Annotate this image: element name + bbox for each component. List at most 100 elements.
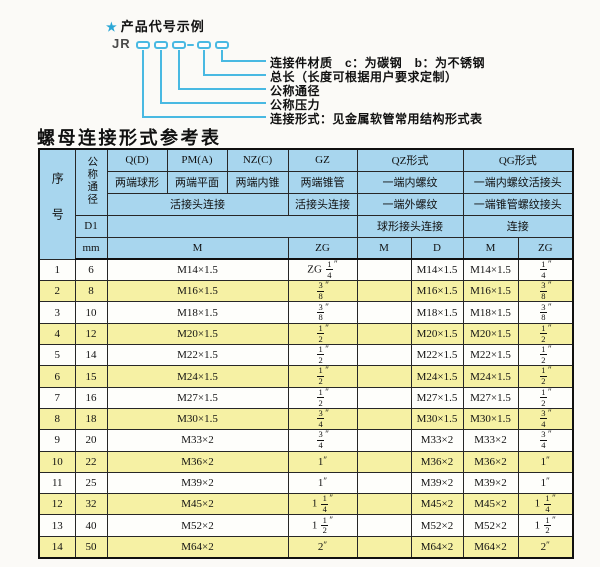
table-cell: M52×2 — [410, 514, 464, 537]
inch-mark: ″ — [548, 259, 552, 269]
table-cell: M33×2 — [106, 429, 289, 452]
diagram-heading: ★ 产品代号示例 — [106, 16, 205, 35]
table-cell — [356, 535, 412, 559]
table-cell: 1 1 4 ″ — [517, 493, 574, 516]
table-row: 9 20 M33×2 3 4 ″ M33×2 M33×2 3 4 ″ — [38, 429, 574, 452]
table-cell: M22×1.5 — [410, 344, 464, 367]
header-cell-d: D — [410, 236, 464, 260]
table-row: 7 16 M27×1.5 1 2 ″ M27×1.5 M27×1.5 1 2 ″ — [38, 386, 574, 409]
code-box-4 — [197, 41, 211, 49]
table-cell: M33×2 — [410, 429, 464, 452]
table-cell: 2 — [38, 280, 76, 303]
diagram-label-connection: 连接形式：见金属软管常用结构形式表 — [270, 112, 483, 126]
inch-mark: ″ — [548, 408, 552, 419]
table-cell: 1″ — [287, 450, 358, 473]
header-row-3: 活接头连接 活接头连接 一端外螺纹 一端锥管螺纹接头 — [39, 192, 574, 216]
table-cell: 1 2 ″ — [287, 344, 358, 367]
connector-line — [221, 50, 223, 61]
table-cell: 1 2 ″ — [517, 344, 574, 367]
table-cell: 22 — [74, 450, 108, 473]
table-cell: 12 — [38, 493, 76, 516]
table-cell: M24×1.5 — [410, 365, 464, 388]
table-header: 序号 公称通径 Q(D) PM(A) NZ(C) GZ QZ形式 QG形式 两端… — [38, 148, 574, 260]
code-box-5 — [215, 41, 229, 49]
inch-mark: ″ — [323, 476, 328, 486]
table-cell: 1 1 4 ″ — [287, 493, 358, 516]
header-cell-qg-desc2: 一端锥管螺纹接头 — [462, 192, 574, 216]
header-row-4: D1 球形接头连接 连接 — [39, 214, 574, 238]
inch-mark: ″ — [546, 476, 550, 486]
table-cell: 1 2 ″ — [287, 386, 358, 409]
table-cell: 14 — [74, 344, 108, 367]
header-cell-nz-desc: 两端内锥 — [226, 170, 289, 194]
table-cell: 3 4 ″ — [287, 429, 358, 452]
table-cell — [356, 471, 412, 495]
header-cell-q-desc: 两端球形 — [106, 170, 168, 194]
header-cell-gz-desc: 两端锥管 — [287, 170, 358, 194]
header-cell-qz: QZ形式 — [356, 148, 464, 172]
table-cell: M39×2 — [462, 471, 519, 495]
diagram-label-material: 连接件材质 c：为碳钢 b：为不锈钢 — [270, 56, 486, 70]
inch-mark: ″ — [546, 454, 550, 465]
table-cell: M27×1.5 — [106, 386, 289, 409]
table-cell: 3 8 ″ — [287, 301, 358, 324]
connector-line — [160, 50, 162, 103]
header-cell-m3: M — [462, 236, 519, 260]
table-cell: 50 — [74, 535, 108, 559]
code-box-1 — [136, 41, 150, 49]
table-row: 6 15 M24×1.5 1 2 ″ M24×1.5 M24×1.5 1 2 ″ — [38, 365, 574, 388]
table-cell: 1″ — [517, 471, 574, 495]
header-cell-qz-desc3: 球形接头连接 — [356, 214, 464, 238]
table-row: 10 22 M36×2 1″ M36×2 M36×2 1″ — [38, 450, 574, 473]
inch-mark: ″ — [548, 387, 552, 397]
header-cell-q: Q(D) — [106, 148, 168, 172]
table-cell: 14 — [38, 535, 76, 559]
inch-mark: ″ — [552, 514, 556, 525]
header-cell-mm: mm — [74, 236, 108, 260]
header-cell-blank — [106, 214, 358, 238]
inch-mark: ″ — [548, 323, 552, 333]
inch-mark: ″ — [329, 514, 334, 525]
table-row: 5 14 M22×1.5 1 2 ″ M22×1.5 M22×1.5 1 2 ″ — [38, 344, 574, 367]
diagram-heading-text: 产品代号示例 — [120, 19, 205, 34]
table-row: 14 50 M64×2 2″ M64×2 M64×2 2″ — [38, 535, 574, 559]
table-cell: 10 — [38, 450, 76, 473]
table-cell: M20×1.5 — [106, 322, 289, 346]
code-prefix: JR — [112, 36, 131, 51]
inch-mark: ″ — [325, 408, 329, 419]
table-cell: M36×2 — [410, 450, 464, 473]
page-title: 螺母连接形式参考表 — [37, 128, 222, 148]
product-code-diagram: ★ 产品代号示例 JR 连接件材质 c：为碳钢 b：为不锈钢 总长（长度可根据用户… — [0, 0, 600, 128]
inch-mark: ″ — [548, 429, 552, 440]
table-cell: 7 — [38, 386, 76, 409]
table-cell: M45×2 — [410, 493, 464, 516]
diagram-label-length: 总长（长度可根据用户要求定制） — [270, 70, 458, 84]
table-cell: M36×2 — [106, 450, 289, 473]
table-cell — [356, 514, 412, 537]
code-dash — [187, 44, 194, 46]
table-cell: 11 — [38, 471, 76, 495]
table-cell: M33×2 — [462, 429, 519, 452]
table-cell: 32 — [74, 493, 108, 516]
table-cell: 18 — [74, 407, 108, 431]
table-cell — [356, 407, 412, 431]
table-cell: M18×1.5 — [462, 301, 519, 324]
table-cell: M64×2 — [410, 535, 464, 559]
table-row: 13 40 M52×2 1 1 2 ″ M52×2 M52×2 1 1 2 ″ — [38, 514, 574, 537]
connector-line — [203, 74, 266, 76]
table-cell — [356, 386, 412, 409]
table-cell — [356, 429, 412, 452]
table-cell: M39×2 — [106, 471, 289, 495]
table-cell: 6 — [38, 365, 76, 388]
table-row: 4 12 M20×1.5 1 2 ″ M20×1.5 M20×1.5 1 2 ″ — [38, 322, 574, 346]
